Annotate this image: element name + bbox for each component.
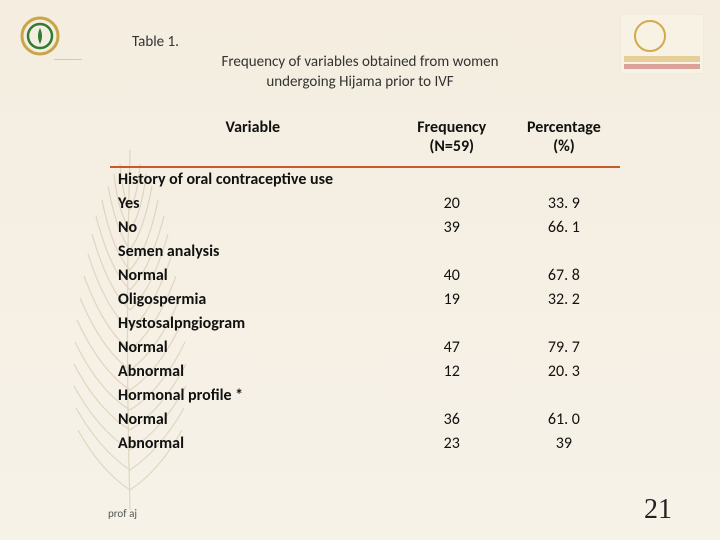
caption-line1: Frequency of variables obtained from wom… [221, 53, 498, 71]
cell-percentage: 61. 0 [508, 408, 620, 432]
col-percentage: Percentage (%) [508, 112, 620, 166]
cell-variable: Semen analysis [110, 240, 396, 264]
cell-frequency: 12 [396, 360, 508, 384]
cell-frequency: 19 [396, 288, 508, 312]
cell-variable: Hystosalpngiogram [110, 312, 396, 336]
col-variable: Variable [110, 112, 396, 166]
cell-variable: Normal [110, 408, 396, 432]
cell-frequency: 23 [396, 432, 508, 456]
cell-variable: Normal [110, 336, 396, 360]
cell-variable: Hormonal profile * [110, 384, 396, 408]
col-frequency: Frequency (N=59) [396, 112, 508, 166]
cell-percentage: 20. 3 [508, 360, 620, 384]
page-number: 21 [644, 494, 672, 526]
table-label: Table 1. [132, 33, 179, 51]
cell-percentage [508, 312, 620, 336]
cell-variable: Oligospermia [110, 288, 396, 312]
cell-variable: Abnormal [110, 360, 396, 384]
table-row: Oligospermia1932. 2 [110, 288, 620, 312]
table-row: Normal4067. 8 [110, 264, 620, 288]
cell-variable: History of oral contraceptive use [110, 167, 396, 192]
cell-frequency [396, 167, 508, 192]
table-row: Yes2033. 9 [110, 192, 620, 216]
frequency-table: Variable Frequency (N=59) Percentage (%)… [110, 112, 620, 456]
cell-frequency: 47 [396, 336, 508, 360]
cell-variable: No [110, 216, 396, 240]
table-row: Abnormal1220. 3 [110, 360, 620, 384]
cell-frequency [396, 240, 508, 264]
caption-line2: undergoing Hijama prior to IVF [266, 73, 453, 91]
cell-frequency: 40 [396, 264, 508, 288]
cell-percentage [508, 240, 620, 264]
cell-percentage: 66. 1 [508, 216, 620, 240]
cell-frequency: 39 [396, 216, 508, 240]
table-row: Normal3661. 0 [110, 408, 620, 432]
cell-frequency [396, 312, 508, 336]
table-row: Normal4779. 7 [110, 336, 620, 360]
table-caption: Frequency of variables obtained from wom… [0, 52, 720, 93]
footer-author: prof aj [108, 507, 137, 520]
cell-percentage: 67. 8 [508, 264, 620, 288]
table-row: Hystosalpngiogram [110, 312, 620, 336]
cell-percentage: 79. 7 [508, 336, 620, 360]
table-row: History of oral contraceptive use [110, 167, 620, 192]
table-row: Abnormal2339 [110, 432, 620, 456]
cell-percentage: 33. 9 [508, 192, 620, 216]
cell-percentage: 32. 2 [508, 288, 620, 312]
cell-percentage [508, 167, 620, 192]
cell-percentage: 39 [508, 432, 620, 456]
table-row: No3966. 1 [110, 216, 620, 240]
cell-variable: Yes [110, 192, 396, 216]
cell-variable: Normal [110, 264, 396, 288]
cell-variable: Abnormal [110, 432, 396, 456]
table-row: Hormonal profile * [110, 384, 620, 408]
cell-frequency: 20 [396, 192, 508, 216]
cell-percentage [508, 384, 620, 408]
cell-frequency: 36 [396, 408, 508, 432]
table-row: Semen analysis [110, 240, 620, 264]
cell-frequency [396, 384, 508, 408]
